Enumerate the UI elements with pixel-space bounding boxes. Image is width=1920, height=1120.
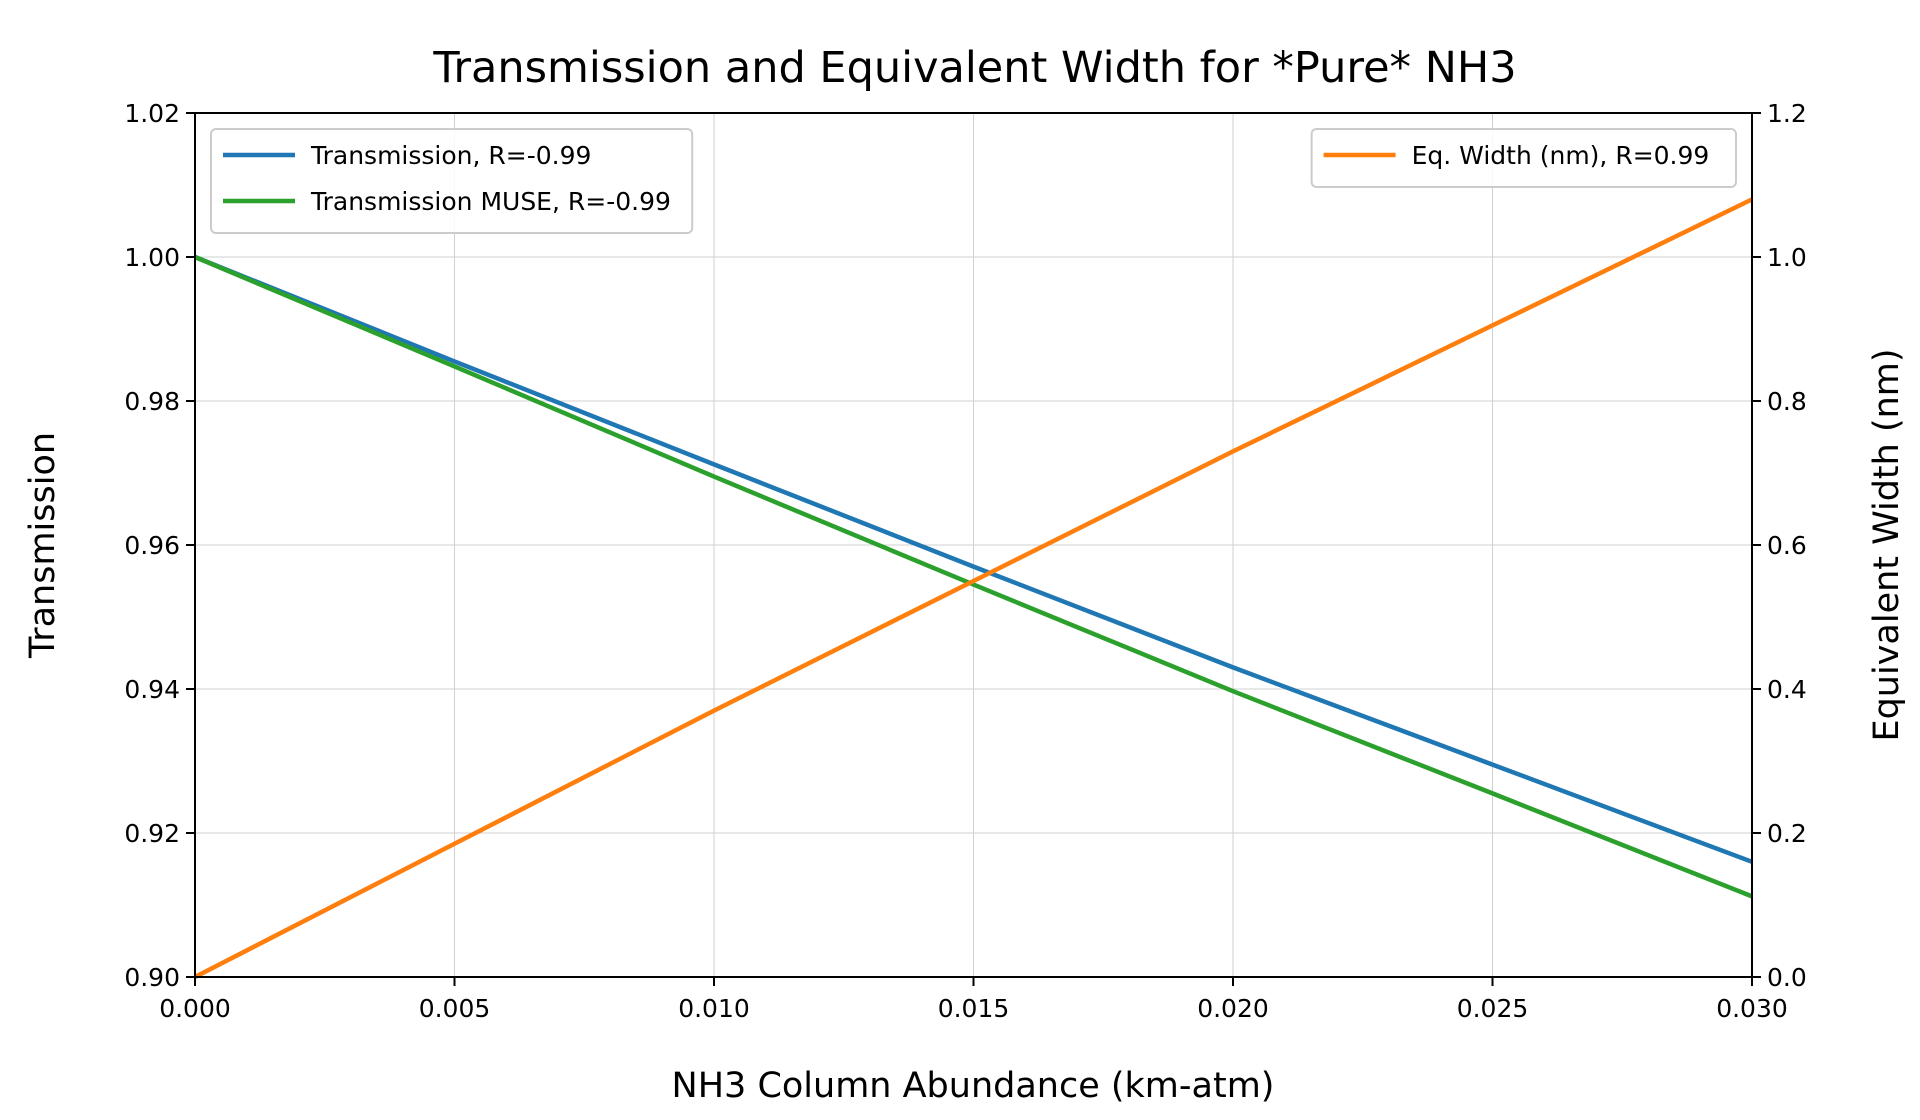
legend-box xyxy=(210,128,694,234)
series-line-1 xyxy=(194,254,1753,899)
y-axis-left: 0.90 0.92 0.94 0.96 0.98 1.00 1.02 xyxy=(124,99,195,992)
x-tick-label: 0.005 xyxy=(419,994,491,1023)
series-group xyxy=(193,197,1753,980)
legend-label: Eq. Width (nm), R=0.99 xyxy=(1412,141,1710,170)
y-right-tick-label: 0.6 xyxy=(1767,531,1807,560)
y-axis-right-label: Equivalent Width (nm) xyxy=(1867,348,1907,741)
y-right-tick-label: 0.0 xyxy=(1767,963,1807,992)
x-tick-label: 0.030 xyxy=(1716,994,1788,1023)
x-tick-label: 0.000 xyxy=(159,994,231,1023)
y-right-tick-label: 0.4 xyxy=(1767,675,1807,704)
legend-box xyxy=(1310,128,1737,188)
x-axis-label: NH3 Column Abundance (km-atm) xyxy=(672,1066,1275,1106)
x-tick-label: 0.025 xyxy=(1457,994,1529,1023)
y-right-tick-label: 1.0 xyxy=(1767,243,1807,272)
legend-right: Eq. Width (nm), R=0.99 xyxy=(1310,128,1737,188)
series-line-2 xyxy=(193,197,1753,980)
y-right-tick-label: 0.2 xyxy=(1767,819,1807,848)
y-left-tick-label: 1.00 xyxy=(124,243,180,272)
y-left-tick-label: 0.94 xyxy=(124,675,180,704)
y-left-tick-label: 0.90 xyxy=(124,963,180,992)
x-tick-label: 0.015 xyxy=(938,994,1010,1023)
x-tick-label: 0.020 xyxy=(1197,994,1269,1023)
y-right-tick-label: 1.2 xyxy=(1767,99,1807,128)
legend-label: Transmission, R=-0.99 xyxy=(310,141,591,170)
y-right-tick-label: 0.8 xyxy=(1767,387,1807,416)
y-left-tick-label: 0.92 xyxy=(124,819,180,848)
y-axis-right: 0.0 0.2 0.4 0.6 0.8 1.0 1.2 xyxy=(1752,99,1807,992)
grid xyxy=(195,113,1752,977)
y-axis-left-label: Transmission xyxy=(23,432,63,659)
y-left-tick-label: 0.98 xyxy=(124,387,180,416)
y-left-tick-label: 0.96 xyxy=(124,531,180,560)
x-tick-label: 0.010 xyxy=(678,994,750,1023)
legend-left: Transmission, R=-0.99 Transmission MUSE, … xyxy=(210,128,694,234)
x-axis: 0.000 0.005 0.010 0.015 0.020 0.025 0.030 xyxy=(159,977,1788,1023)
legend-label: Transmission MUSE, R=-0.99 xyxy=(310,187,671,216)
series-line-0 xyxy=(194,254,1753,864)
y-left-tick-label: 1.02 xyxy=(124,99,180,128)
chart-title: Transmission and Equivalent Width for *P… xyxy=(432,43,1516,93)
